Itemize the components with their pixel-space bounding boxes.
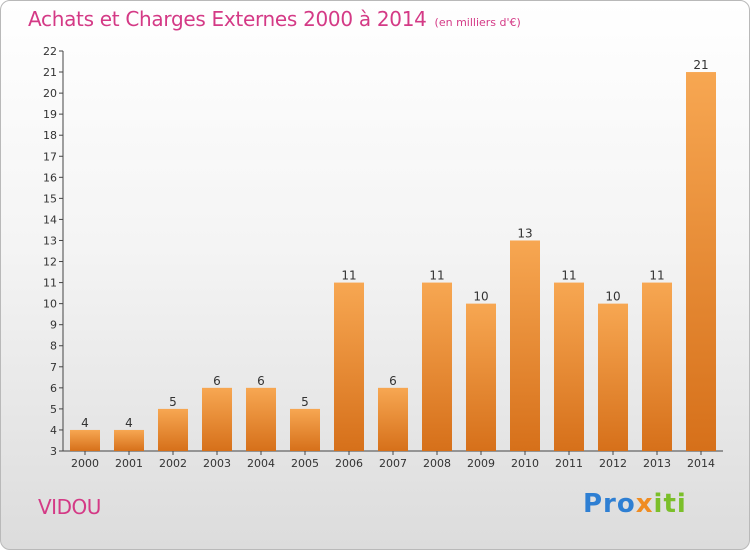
x-tick-label-2001: 2001 bbox=[115, 457, 143, 470]
y-tick-label: 22 bbox=[43, 45, 57, 58]
bar-2012 bbox=[598, 303, 628, 451]
bar-2006 bbox=[334, 282, 364, 451]
y-tick-label: 14 bbox=[43, 213, 57, 226]
value-label-2013: 11 bbox=[649, 269, 664, 283]
bar-2008 bbox=[422, 282, 452, 451]
y-tick-label: 21 bbox=[43, 66, 57, 79]
x-tick-label-2003: 2003 bbox=[203, 457, 231, 470]
value-label-2002: 5 bbox=[169, 395, 177, 409]
x-tick-label-2011: 2011 bbox=[555, 457, 583, 470]
logo-part-3: iti bbox=[653, 489, 687, 519]
x-tick-label-2004: 2004 bbox=[247, 457, 275, 470]
logo-part-2: x bbox=[635, 489, 654, 519]
bar-2003 bbox=[202, 387, 232, 451]
y-tick-label: 19 bbox=[43, 108, 57, 121]
bar-2005 bbox=[290, 408, 320, 451]
value-label-2006: 11 bbox=[341, 269, 356, 283]
bar-2009 bbox=[466, 303, 496, 451]
logo-part-1: Pro bbox=[583, 489, 636, 519]
value-label-2010: 13 bbox=[517, 226, 532, 240]
y-tick-label: 20 bbox=[43, 87, 57, 100]
value-label-2012: 10 bbox=[605, 290, 620, 304]
bar-2013 bbox=[642, 282, 672, 451]
value-label-2003: 6 bbox=[213, 374, 221, 388]
value-label-2008: 11 bbox=[429, 269, 444, 283]
value-label-2004: 6 bbox=[257, 374, 265, 388]
bar-2014 bbox=[686, 72, 716, 451]
bar-2000 bbox=[70, 429, 100, 451]
y-tick-label: 16 bbox=[43, 171, 57, 184]
x-tick-label-2012: 2012 bbox=[599, 457, 627, 470]
y-tick-label: 18 bbox=[43, 129, 57, 142]
proxiti-logo: Proxiti bbox=[583, 489, 687, 519]
chart-unit-note: (en milliers d'€) bbox=[434, 16, 521, 29]
x-tick-label-2009: 2009 bbox=[467, 457, 495, 470]
x-tick-label-2000: 2000 bbox=[71, 457, 99, 470]
value-label-2014: 21 bbox=[693, 58, 708, 72]
bar-2007 bbox=[378, 387, 408, 451]
y-tick-label: 11 bbox=[43, 277, 57, 290]
value-label-2005: 5 bbox=[301, 395, 309, 409]
value-label-2001: 4 bbox=[125, 416, 133, 430]
x-tick-label-2008: 2008 bbox=[423, 457, 451, 470]
bar-2010 bbox=[510, 240, 540, 451]
x-tick-label-2013: 2013 bbox=[643, 457, 671, 470]
y-tick-label: 5 bbox=[50, 403, 57, 416]
y-tick-label: 15 bbox=[43, 192, 57, 205]
value-label-2009: 10 bbox=[473, 290, 488, 304]
y-tick-label: 4 bbox=[50, 424, 57, 437]
chart-title: Achats et Charges Externes 2000 à 2014 (e… bbox=[28, 7, 521, 31]
y-tick-label: 13 bbox=[43, 234, 57, 247]
bar-2001 bbox=[114, 429, 144, 451]
x-tick-label-2010: 2010 bbox=[511, 457, 539, 470]
y-tick-label: 6 bbox=[50, 382, 57, 395]
chart-title-text: Achats et Charges Externes 2000 à 2014 bbox=[28, 7, 427, 31]
y-tick-label: 9 bbox=[50, 319, 57, 332]
x-tick-label-2002: 2002 bbox=[159, 457, 187, 470]
y-tick-label: 7 bbox=[50, 361, 57, 374]
x-tick-label-2005: 2005 bbox=[291, 457, 319, 470]
y-tick-label: 8 bbox=[50, 340, 57, 353]
x-tick-label-2006: 2006 bbox=[335, 457, 363, 470]
y-tick-label: 3 bbox=[50, 445, 57, 458]
y-tick-label: 12 bbox=[43, 256, 57, 269]
value-label-2007: 6 bbox=[389, 374, 397, 388]
value-label-2011: 11 bbox=[561, 269, 576, 283]
x-tick-label-2007: 2007 bbox=[379, 457, 407, 470]
y-tick-label: 10 bbox=[43, 298, 57, 311]
y-tick-label: 17 bbox=[43, 150, 57, 163]
bar-2011 bbox=[554, 282, 584, 451]
bar-2004 bbox=[246, 387, 276, 451]
commune-name: VIDOU bbox=[38, 495, 101, 519]
value-label-2000: 4 bbox=[81, 416, 89, 430]
x-tick-label-2014: 2014 bbox=[687, 457, 715, 470]
bar-2002 bbox=[158, 408, 188, 451]
